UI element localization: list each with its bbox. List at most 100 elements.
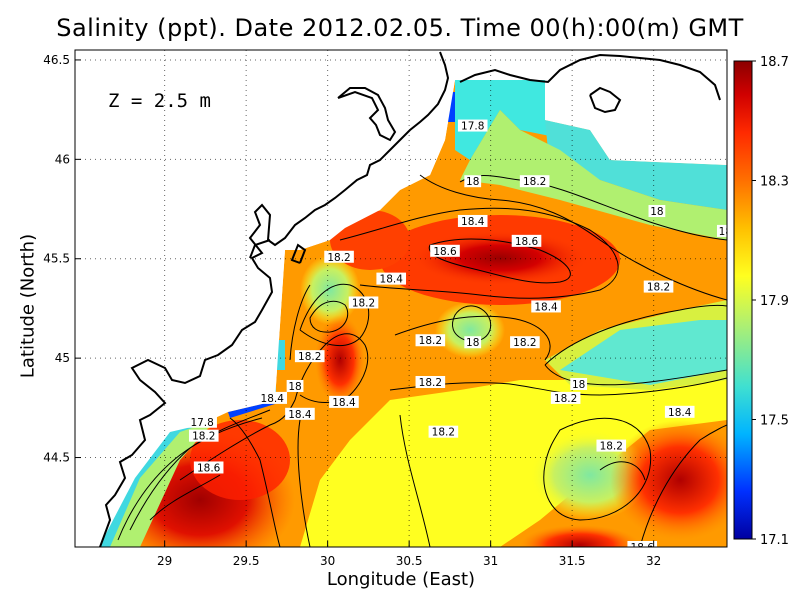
contour-label-bg bbox=[294, 350, 325, 363]
contour-label-text: 17.8 bbox=[461, 121, 484, 133]
contour-label-bg bbox=[457, 119, 488, 132]
contour-label: 18 bbox=[464, 336, 482, 349]
contour-label-text: 18 bbox=[466, 176, 479, 188]
contour-label-bg bbox=[550, 391, 581, 404]
contour-label: 18.2 bbox=[324, 250, 354, 264]
y-tick-label: 45 bbox=[55, 351, 70, 365]
plot-frame bbox=[74, 49, 728, 548]
contour-label-bg bbox=[187, 415, 217, 428]
contour-label-bg bbox=[648, 205, 666, 218]
y-tick-label: 45.5 bbox=[43, 252, 70, 266]
contour-label-text: 18.4 bbox=[668, 407, 692, 419]
contour-label: 18.4 bbox=[257, 391, 288, 405]
contour-label-bg bbox=[519, 175, 550, 188]
x-tick-label: 30 bbox=[320, 554, 335, 568]
x-tick-label: 30.5 bbox=[396, 554, 423, 568]
x-axis-label: Longitude (East) bbox=[326, 569, 476, 590]
contour-label-bg bbox=[257, 391, 288, 404]
contour-label: 18.2 bbox=[294, 350, 325, 363]
contour-label-text: 18.6 bbox=[197, 462, 221, 474]
contour-label-bg bbox=[511, 234, 542, 247]
contour-label: 18.6 bbox=[193, 461, 224, 474]
chart-title: Salinity (ppt). Date 2012.02.05. Time 00… bbox=[56, 14, 744, 42]
contour-label-text: 18.2 bbox=[327, 252, 350, 264]
contour-label-text: 18 bbox=[719, 226, 732, 238]
colorbar-tick-label: 17.5 bbox=[760, 414, 789, 429]
contour-label: 18.2 bbox=[348, 296, 379, 309]
colorbar: 17.1 17.5 17.9 18.3 18.7 bbox=[733, 55, 789, 548]
contour-label: 18.4 bbox=[531, 300, 561, 313]
x-tick-label: 29.5 bbox=[233, 554, 260, 568]
contour-label: 18.6 bbox=[627, 541, 658, 554]
contour-label-bg bbox=[570, 377, 588, 390]
contour-label: 18.2 bbox=[188, 429, 219, 443]
contour-label-bg bbox=[415, 334, 446, 347]
x-tick-label: 31.5 bbox=[559, 554, 586, 568]
contour-label: 18.6 bbox=[511, 234, 542, 248]
contour-label-text: 18.2 bbox=[352, 297, 375, 309]
contour-label-bg bbox=[716, 224, 727, 237]
contour-label-bg bbox=[428, 425, 459, 438]
colorbar-gradient bbox=[733, 60, 753, 540]
contour-label-text: 18.4 bbox=[261, 393, 285, 405]
contour-label-bg bbox=[596, 439, 627, 452]
contour-label-text: 18.2 bbox=[419, 377, 442, 389]
depth-annotation: Z = 2.5 m bbox=[108, 90, 211, 112]
contour-label-text: 18.4 bbox=[461, 216, 485, 228]
contour-label: 18.2 bbox=[643, 280, 674, 294]
contour-label-text: 18 bbox=[466, 337, 479, 349]
contour-label-bg bbox=[286, 379, 304, 392]
contour-label-bg bbox=[464, 175, 482, 188]
contour-label: 17.8 bbox=[187, 415, 217, 429]
land-mask bbox=[75, 50, 727, 547]
contour-label-text: 18.6 bbox=[433, 246, 457, 258]
contour-label-bg bbox=[464, 336, 482, 349]
contour-label-text: 18.2 bbox=[554, 393, 577, 405]
contour-label-bg bbox=[329, 395, 359, 408]
contour-label-bg bbox=[324, 250, 354, 263]
contour-label: 18.2 bbox=[428, 425, 459, 439]
contour-label: 18 bbox=[286, 379, 304, 393]
contour-label-bg bbox=[531, 300, 561, 313]
x-tick-label: 32 bbox=[646, 554, 661, 568]
y-axis-ticks: 44.5 45 45.5 46 46.5 bbox=[43, 53, 81, 465]
contour-label-bg bbox=[664, 405, 695, 418]
x-axis-ticks: 29 29.5 30 30.5 31 31.5 32 bbox=[157, 541, 661, 568]
contour-label: 18.6 bbox=[430, 244, 460, 258]
contour-label: 18.4 bbox=[329, 395, 359, 409]
contour-label-text: 18.2 bbox=[523, 176, 546, 188]
contour-label: 18 bbox=[570, 377, 588, 391]
contour-label-text: 18.2 bbox=[192, 431, 215, 443]
contour-label-bg bbox=[643, 280, 674, 293]
y-tick-label: 44.5 bbox=[43, 451, 70, 465]
contour-label-text: 18.2 bbox=[600, 441, 623, 453]
coastline bbox=[99, 51, 721, 547]
contour-label: 18.2 bbox=[415, 334, 446, 347]
contour-label: 18.2 bbox=[415, 375, 446, 389]
grid-lines bbox=[75, 50, 727, 547]
contour-label-text: 18.2 bbox=[432, 427, 455, 439]
contour-label: 18 bbox=[464, 175, 482, 188]
contour-label-bg bbox=[285, 407, 315, 420]
y-tick-label: 46 bbox=[55, 152, 70, 166]
contour-label-bg bbox=[430, 244, 460, 257]
contour-label-text: 18.2 bbox=[298, 351, 321, 363]
contour-label-text: 18 bbox=[650, 206, 663, 218]
contour-label-text: 18.4 bbox=[380, 274, 404, 286]
contour-lines bbox=[117, 174, 727, 547]
contour-label-bg bbox=[193, 461, 224, 474]
contour-label-text: 18.6 bbox=[515, 236, 539, 248]
colorbar-tick-label: 18.3 bbox=[760, 175, 789, 190]
contour-label: 17.8 bbox=[457, 119, 488, 133]
contour-label: 18.2 bbox=[596, 439, 627, 453]
contour-label-text: 18.6 bbox=[631, 542, 655, 554]
contour-label-text: 17.8 bbox=[190, 417, 213, 429]
contour-label: 18.4 bbox=[664, 405, 695, 419]
contour-label-bg bbox=[188, 429, 219, 442]
contour-label-text: 18 bbox=[572, 379, 585, 391]
colorbar-tick-label: 17.1 bbox=[760, 533, 789, 548]
contour-label-bg bbox=[415, 375, 446, 388]
colorbar-tick-label: 17.9 bbox=[760, 294, 789, 309]
x-tick-label: 31 bbox=[483, 554, 498, 568]
